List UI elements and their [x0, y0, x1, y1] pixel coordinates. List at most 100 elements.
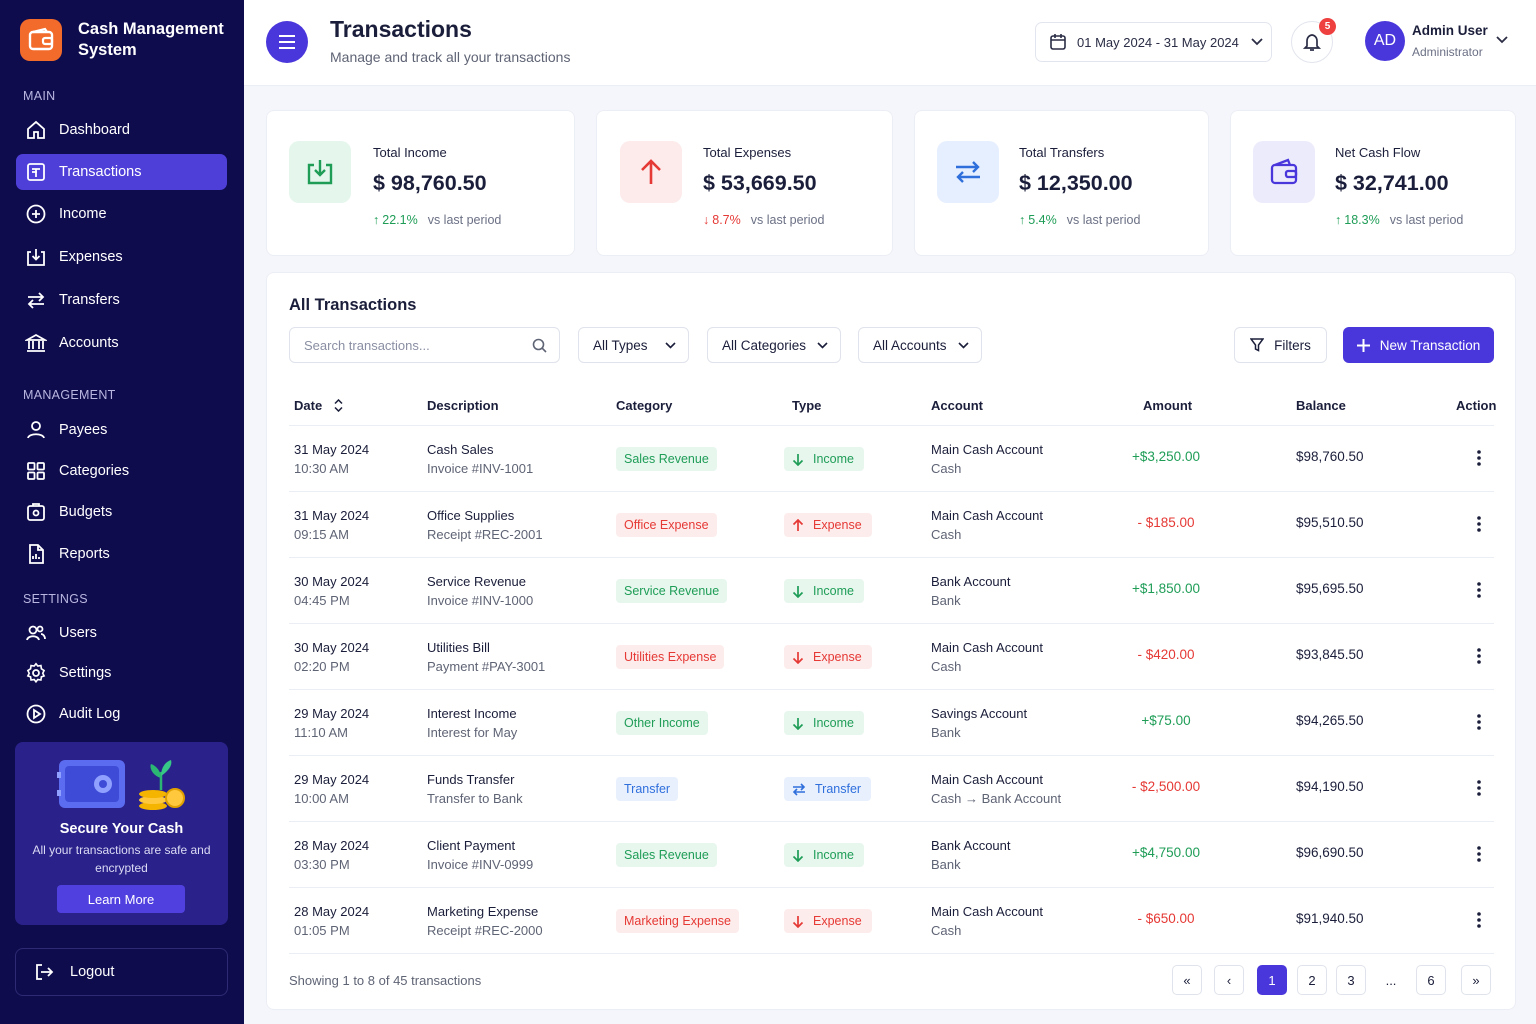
notifications-button[interactable] — [1291, 21, 1333, 63]
panel-title: All Transactions — [289, 296, 417, 314]
row-actions-kebab-icon[interactable] — [1472, 909, 1486, 931]
table-row[interactable]: 29 May 2024 11:10 AM Interest Income Inter… — [267, 690, 1517, 755]
amount-cell: - $650.00 — [1137, 911, 1195, 926]
category-badge: Marketing Expense — [616, 909, 740, 933]
column-header-date[interactable]: Date — [294, 398, 343, 413]
first-page-button[interactable]: « — [1172, 965, 1202, 995]
sidebar-item-expenses[interactable]: Expenses — [16, 239, 227, 275]
table-row[interactable]: 31 May 2024 10:30 AM Cash Sales Invoice #I… — [267, 426, 1517, 491]
report-icon — [25, 543, 47, 565]
users-icon — [25, 622, 47, 644]
date-cell: 30 May 2024 04:45 PM — [294, 574, 370, 608]
page-button-6[interactable]: 6 — [1416, 965, 1446, 995]
date-cell: 29 May 2024 11:10 AM — [294, 706, 370, 740]
row-actions-kebab-icon[interactable] — [1472, 447, 1486, 469]
table-row[interactable]: 29 May 2024 10:00 AM Funds Transfer Transf… — [267, 756, 1517, 821]
page-button-3[interactable]: 3 — [1336, 965, 1366, 995]
table-row[interactable]: 28 May 2024 01:05 PM Marketing Expense Rec… — [267, 888, 1517, 953]
page-button-1[interactable]: 1 — [1257, 965, 1287, 995]
sidebar-item-payees[interactable]: Payees — [16, 412, 227, 448]
sidebar: Cash Management System MAIN Dashboard Tr… — [0, 0, 244, 1024]
notification-count-badge: 5 — [1319, 18, 1336, 35]
secure-cash-promo: Secure Your Cash All your transactions a… — [15, 742, 228, 925]
type-filter-select[interactable]: All Types — [578, 327, 689, 363]
sidebar-item-transfers[interactable]: Transfers — [16, 282, 227, 318]
sidebar-item-label: Payees — [59, 422, 108, 438]
row-actions-kebab-icon[interactable] — [1472, 579, 1486, 601]
date-cell: 28 May 2024 03:30 PM — [294, 838, 370, 872]
sidebar-item-label: Dashboard — [59, 122, 130, 138]
row-actions-kebab-icon[interactable] — [1472, 645, 1486, 667]
date-cell: 31 May 2024 09:15 AM — [294, 508, 370, 542]
type-badge: Income — [784, 579, 864, 603]
row-actions-kebab-icon[interactable] — [1472, 711, 1486, 733]
prev-page-button[interactable]: ‹ — [1214, 965, 1244, 995]
sidebar-item-settings[interactable]: Settings — [16, 655, 227, 691]
filters-button[interactable]: Filters — [1234, 327, 1327, 363]
sidebar-item-label: Income — [59, 206, 107, 222]
sidebar-item-reports[interactable]: Reports — [16, 536, 227, 572]
card-value: $ 32,741.00 — [1335, 171, 1449, 195]
sidebar-item-audit-log[interactable]: Audit Log — [16, 696, 227, 732]
date-cell: 28 May 2024 01:05 PM — [294, 904, 370, 938]
balance-cell: $93,845.50 — [1296, 647, 1364, 662]
search-input[interactable] — [289, 327, 560, 363]
logout-button[interactable]: Logout — [15, 948, 228, 996]
row-actions-kebab-icon[interactable] — [1472, 843, 1486, 865]
card-change: ↓ 8.7% vs last period — [703, 213, 824, 227]
row-divider — [289, 689, 1494, 690]
table-row[interactable]: 30 May 2024 02:20 PM Utilities Bill Paymen… — [267, 624, 1517, 689]
card-change: ↑ 18.3% vs last period — [1335, 213, 1463, 227]
sidebar-item-transactions[interactable]: Transactions — [16, 154, 227, 190]
table-row[interactable]: 28 May 2024 03:30 PM Client Payment Invoic… — [267, 822, 1517, 887]
table-row[interactable]: 31 May 2024 09:15 AM Office Supplies Recei… — [267, 492, 1517, 557]
last-page-button[interactable]: » — [1461, 965, 1491, 995]
sidebar-item-label: Expenses — [59, 249, 123, 265]
change-percent: 8.7% — [712, 213, 741, 227]
table-row[interactable]: 30 May 2024 04:45 PM Service Revenue Invoi… — [267, 558, 1517, 623]
transactions-icon — [25, 161, 47, 183]
section-settings: SETTINGS — [23, 592, 88, 606]
brand: Cash Management System — [20, 19, 228, 61]
category-filter-select[interactable]: All Categories — [707, 327, 841, 363]
row-divider — [289, 623, 1494, 624]
transfer-icon — [25, 289, 47, 311]
menu-toggle-button[interactable] — [266, 21, 308, 63]
home-icon — [25, 119, 47, 141]
account-filter-select[interactable]: All Accounts — [858, 327, 982, 363]
sidebar-item-categories[interactable]: Categories — [16, 453, 227, 489]
type-badge: Income — [784, 711, 864, 735]
sidebar-item-income[interactable]: Income — [16, 196, 227, 232]
sidebar-item-budgets[interactable]: Budgets — [16, 494, 227, 530]
change-percent: 22.1% — [382, 213, 418, 227]
total-transfers-card: Total Transfers $ 12,350.00 ↑ 5.4% vs last… — [914, 110, 1209, 256]
top-header: Transactions Manage and track all your t… — [244, 0, 1536, 86]
sidebar-item-accounts[interactable]: Accounts — [16, 325, 227, 361]
change-percent: 5.4% — [1028, 213, 1057, 227]
income-download-icon — [289, 141, 351, 203]
sidebar-item-label: Categories — [59, 463, 130, 479]
row-actions-kebab-icon[interactable] — [1472, 513, 1486, 535]
hamburger-icon — [278, 35, 296, 49]
sidebar-item-dashboard[interactable]: Dashboard — [16, 112, 227, 148]
column-header-account: Account — [931, 398, 983, 413]
sidebar-item-label: Settings — [59, 665, 112, 681]
description-cell: Marketing Expense Receipt #REC-2000 — [427, 904, 543, 938]
column-header-category: Category — [616, 398, 673, 413]
avatar[interactable]: AD — [1365, 21, 1405, 61]
date-range-text: 01 May 2024 - 31 May 2024 — [1077, 34, 1239, 50]
date-range-picker[interactable]: 01 May 2024 - 31 May 2024 — [1035, 22, 1272, 62]
user-menu-chevron-icon[interactable] — [1496, 36, 1508, 44]
new-transaction-button[interactable]: New Transaction — [1343, 327, 1494, 363]
safe-illustration-icon — [57, 754, 187, 814]
learn-more-button[interactable]: Learn More — [57, 885, 185, 913]
total-expenses-card: Total Expenses $ 53,669.50 ↓ 8.7% vs last … — [596, 110, 893, 256]
sidebar-item-label: Transactions — [59, 164, 142, 180]
sidebar-item-users[interactable]: Users — [16, 615, 227, 651]
category-badge: Office Expense — [616, 513, 717, 537]
expense-arrow-up-icon — [620, 141, 682, 203]
arrow-right-icon: → — [964, 791, 978, 806]
page-button-2[interactable]: 2 — [1297, 965, 1327, 995]
type-badge: Expense — [784, 513, 872, 537]
row-actions-kebab-icon[interactable] — [1472, 777, 1486, 799]
